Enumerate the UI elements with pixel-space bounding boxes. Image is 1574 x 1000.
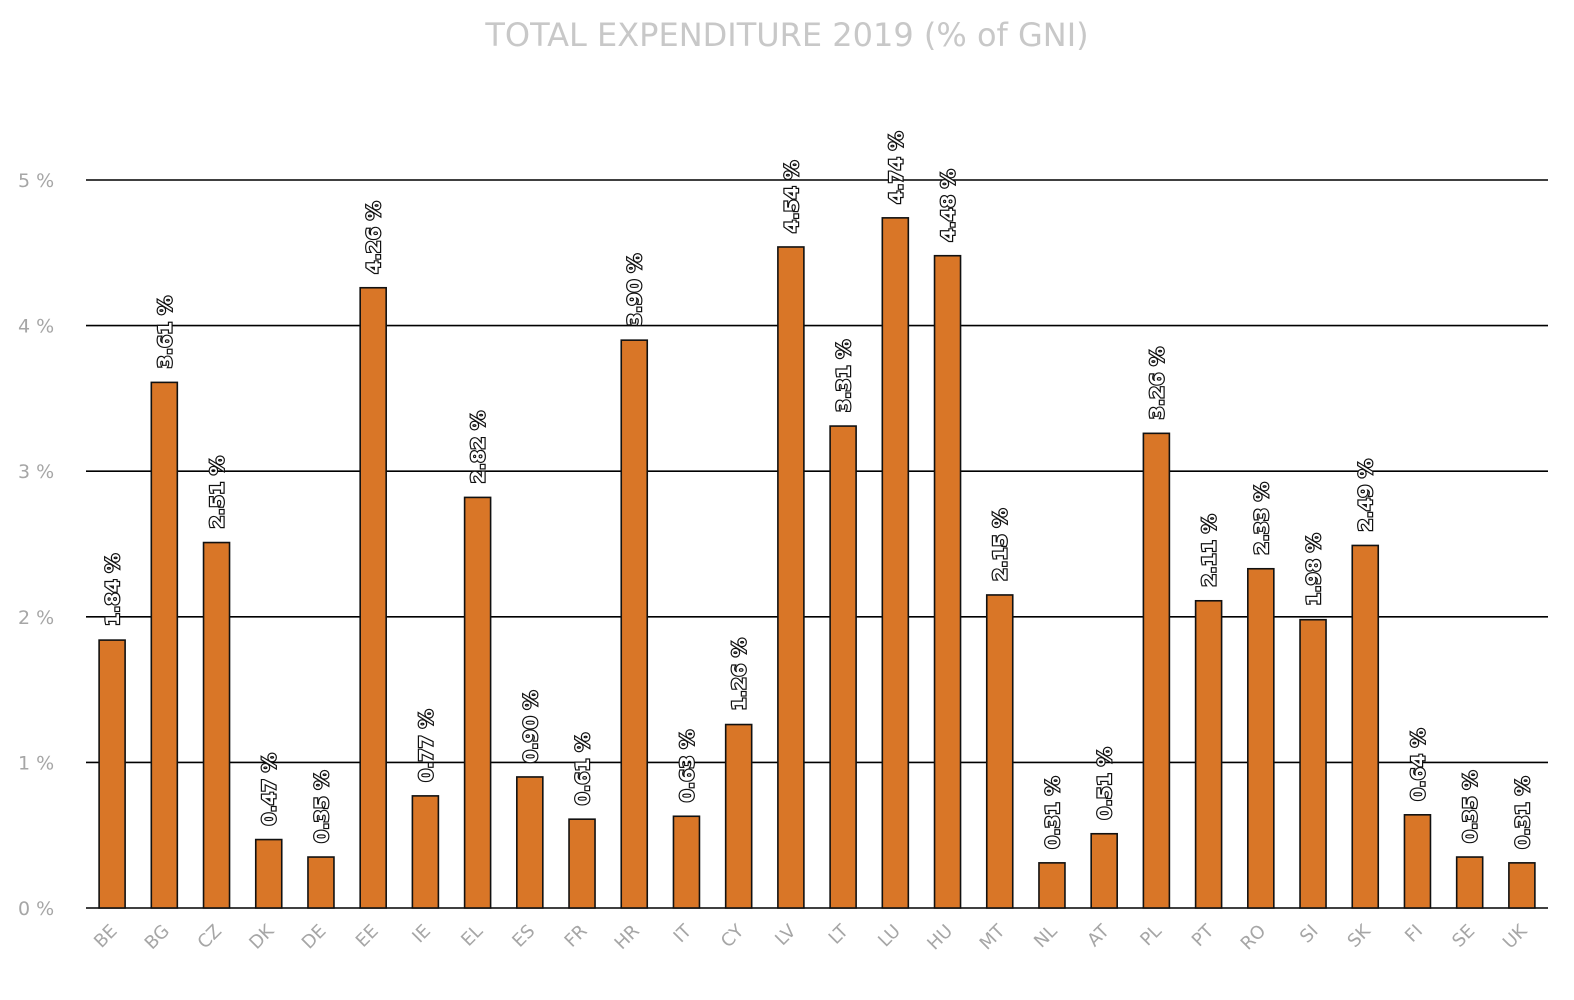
- data-label: 4.48 %: [938, 169, 960, 242]
- data-label: 1.84 %: [102, 554, 124, 627]
- bar: [411, 795, 440, 909]
- bar: [1508, 862, 1536, 909]
- y-tick-label: 5 %: [18, 170, 54, 192]
- data-label: 3.90 %: [624, 254, 646, 327]
- x-axis-ticks: BE BG CZ DK DE EE IE EL ES FR HR IT CY LV LT LU HU MT NL AT…: [90, 920, 1532, 955]
- data-label: 2.49 %: [1355, 459, 1377, 532]
- x-tick-label: HU: [923, 921, 957, 955]
- data-label: 2.51 %: [207, 456, 229, 529]
- bar: [1299, 618, 1327, 909]
- data-label: 1.26 %: [729, 638, 751, 711]
- bar: [516, 776, 544, 909]
- x-tick-label: PT: [1188, 920, 1219, 951]
- x-tick-label: LT: [825, 920, 854, 949]
- x-tick-label: PL: [1136, 921, 1166, 951]
- data-label: 3.26 %: [1146, 347, 1168, 420]
- bar: [568, 818, 596, 909]
- bar: [1038, 862, 1066, 909]
- x-tick-label: SE: [1448, 921, 1479, 952]
- x-tick-label: SI: [1296, 921, 1323, 948]
- bar: [307, 856, 335, 909]
- data-label: 0.51 %: [1094, 747, 1116, 820]
- bars: [98, 217, 1536, 909]
- x-tick-label: CZ: [194, 921, 226, 953]
- bar: [777, 246, 805, 909]
- x-tick-label: CY: [717, 920, 749, 952]
- bar: [672, 815, 701, 909]
- data-label: 0.47 %: [259, 753, 281, 826]
- data-label: 0.77 %: [415, 709, 437, 782]
- x-tick-label: EE: [352, 921, 383, 952]
- x-tick-label: FR: [561, 921, 592, 952]
- bar: [985, 594, 1014, 909]
- x-tick-label: IE: [408, 921, 435, 948]
- data-label: 0.31 %: [1042, 776, 1064, 849]
- bar: [1403, 814, 1432, 909]
- bar: [359, 286, 387, 909]
- data-label: 0.63 %: [676, 730, 698, 803]
- data-label: 3.61 %: [154, 296, 176, 369]
- x-tick-label: IT: [670, 920, 697, 947]
- x-tick-label: HR: [611, 921, 644, 954]
- x-tick-label: DK: [245, 920, 279, 954]
- bar: [620, 339, 649, 909]
- data-label: 0.61 %: [572, 733, 594, 806]
- bar: [933, 254, 962, 909]
- data-label: 2.11 %: [1199, 514, 1221, 587]
- data-label: 0.90 %: [520, 690, 542, 763]
- chart-title: TOTAL EXPENDITURE 2019 (% of GNI): [484, 16, 1088, 54]
- data-label: 0.35 %: [311, 771, 333, 844]
- data-label: 4.26 %: [363, 201, 385, 274]
- data-label: 4.54 %: [781, 160, 803, 233]
- data-labels: 1.84 % 3.61 % 2.51 % 0.47 % 0.35 % 4.26 % 0.77…: [101, 130, 1535, 850]
- y-tick-label: 2 %: [18, 607, 54, 629]
- x-tick-label: MT: [976, 920, 1010, 954]
- bar: [724, 723, 753, 909]
- x-tick-label: LU: [874, 921, 905, 952]
- x-tick-label: FI: [1401, 921, 1427, 947]
- y-tick-label: 1 %: [18, 752, 54, 774]
- y-tick-label: 3 %: [18, 461, 54, 483]
- y-tick-label: 0 %: [18, 898, 54, 920]
- bar: [829, 425, 857, 909]
- y-tick-label: 4 %: [18, 316, 54, 338]
- x-tick-label: ES: [508, 921, 539, 952]
- x-tick-label: AT: [1083, 920, 1114, 951]
- data-label: 4.74 %: [885, 131, 907, 204]
- x-tick-label: RO: [1237, 921, 1271, 955]
- bar: [202, 541, 231, 909]
- data-label: 1.98 %: [1303, 533, 1325, 606]
- bar: [1247, 567, 1275, 909]
- x-tick-label: NL: [1030, 921, 1061, 952]
- x-tick-label: SK: [1344, 920, 1376, 952]
- y-axis-ticks: 0 % 1 % 2 % 3 % 4 % 5 %: [18, 170, 54, 920]
- bar: [1142, 432, 1171, 909]
- data-label: 3.31 %: [833, 340, 855, 413]
- x-tick-label: DE: [298, 921, 331, 954]
- x-tick-label: BE: [90, 921, 122, 953]
- bar: [1351, 544, 1380, 909]
- data-label: 0.35 %: [1460, 771, 1482, 844]
- x-tick-label: LV: [771, 920, 801, 950]
- data-label: 2.33 %: [1251, 482, 1273, 555]
- x-tick-label: EL: [457, 921, 487, 951]
- bar: [254, 838, 283, 909]
- bar: [1090, 832, 1118, 909]
- x-tick-label: UK: [1499, 920, 1532, 953]
- bar: [98, 639, 126, 909]
- bar: [1194, 599, 1223, 909]
- bar: [463, 496, 492, 909]
- gridlines: [86, 179, 1548, 909]
- bar: [881, 217, 910, 909]
- bar: [1455, 856, 1484, 909]
- data-label: 0.31 %: [1512, 776, 1534, 849]
- bar: [150, 381, 179, 909]
- data-label: 2.15 %: [990, 508, 1012, 581]
- data-label: 0.64 %: [1407, 728, 1429, 801]
- x-tick-label: BG: [141, 921, 174, 954]
- data-label: 2.82 %: [468, 411, 490, 484]
